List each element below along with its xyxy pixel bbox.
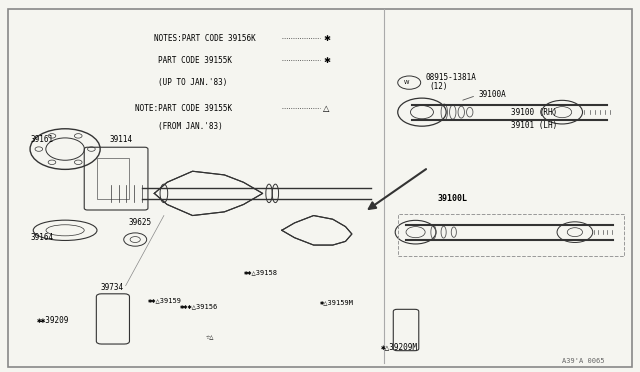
Text: 39734: 39734 (100, 283, 124, 292)
Text: 39100A: 39100A (478, 90, 506, 99)
Text: ✱△39209M: ✱△39209M (381, 342, 417, 351)
Text: 39625: 39625 (129, 218, 152, 227)
Text: 39100L: 39100L (438, 195, 468, 203)
Text: 08915-1381A: 08915-1381A (425, 73, 476, 81)
Text: (12): (12) (429, 82, 448, 91)
Text: W: W (404, 80, 410, 85)
Text: ✱✱✱△39156: ✱✱✱△39156 (180, 303, 218, 309)
Text: 39100 (RH): 39100 (RH) (511, 108, 557, 117)
Text: ✱: ✱ (323, 56, 330, 65)
Text: A39'A 0065: A39'A 0065 (562, 358, 605, 365)
Text: NOTES:PART CODE 39156K: NOTES:PART CODE 39156K (154, 34, 256, 43)
Text: PART CODE 39155K: PART CODE 39155K (157, 56, 232, 65)
Text: ✱✱39209: ✱✱39209 (36, 316, 69, 325)
Text: ☆△: ☆△ (205, 334, 214, 340)
Text: ✱△39159M: ✱△39159M (320, 299, 354, 305)
Text: 39161: 39161 (30, 135, 53, 144)
Text: 39101 (LH): 39101 (LH) (511, 121, 557, 129)
Text: (UP TO JAN.'83): (UP TO JAN.'83) (157, 78, 227, 87)
Text: ✱✱△39158: ✱✱△39158 (244, 270, 278, 276)
Text: ✱✱△39159: ✱✱△39159 (148, 298, 182, 304)
Text: ✱: ✱ (323, 34, 330, 43)
FancyBboxPatch shape (8, 9, 632, 367)
Text: (FROM JAN.'83): (FROM JAN.'83) (157, 122, 222, 131)
Text: 39164: 39164 (30, 233, 53, 242)
Text: NOTE:PART CODE 39155K: NOTE:PART CODE 39155K (135, 104, 232, 113)
Text: 39114: 39114 (109, 135, 133, 144)
Text: △: △ (323, 104, 330, 113)
